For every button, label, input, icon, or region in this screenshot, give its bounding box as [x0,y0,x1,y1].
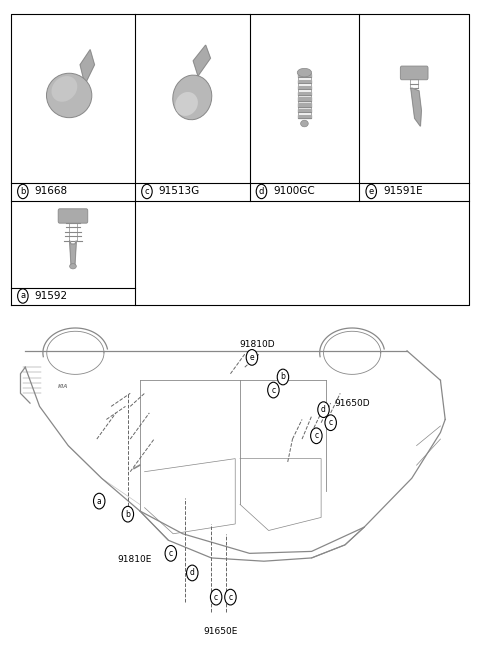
Text: c: c [314,431,318,440]
Text: a: a [20,291,25,300]
Polygon shape [70,241,76,265]
Text: b: b [20,187,25,196]
Circle shape [94,493,105,509]
Text: c: c [144,187,149,196]
Text: d: d [321,405,326,414]
Text: c: c [329,419,333,427]
Circle shape [142,184,152,199]
Circle shape [311,428,322,443]
Text: 91668: 91668 [35,186,68,197]
Ellipse shape [70,264,76,269]
Text: b: b [125,510,130,519]
Text: e: e [369,187,374,196]
Text: c: c [214,592,218,602]
Polygon shape [80,50,95,85]
Circle shape [277,369,288,385]
Ellipse shape [173,75,212,119]
Text: d: d [259,187,264,196]
Circle shape [18,184,28,199]
Circle shape [246,350,258,365]
Circle shape [256,184,267,199]
Text: 91810D: 91810D [239,340,275,349]
Circle shape [187,565,198,581]
Polygon shape [411,89,421,126]
Text: c: c [228,592,232,602]
Circle shape [366,184,376,199]
Text: e: e [250,353,254,362]
Text: KIA: KIA [58,384,69,389]
Polygon shape [298,115,311,118]
Ellipse shape [300,120,308,127]
Circle shape [210,589,222,605]
Circle shape [268,382,279,398]
Text: 91591E: 91591E [383,186,423,197]
Ellipse shape [51,76,77,102]
Circle shape [165,546,177,561]
Ellipse shape [297,68,312,77]
Text: 91592: 91592 [35,291,68,301]
FancyBboxPatch shape [58,209,88,223]
Polygon shape [298,97,311,100]
Text: c: c [169,549,173,558]
FancyBboxPatch shape [400,66,428,80]
Text: c: c [271,386,276,394]
Text: 91513G: 91513G [159,186,200,197]
Polygon shape [193,45,210,76]
Circle shape [325,415,336,430]
Text: 91810E: 91810E [118,556,152,564]
Polygon shape [298,80,311,83]
Polygon shape [298,109,311,112]
Text: 91650D: 91650D [335,399,370,407]
Circle shape [318,402,329,417]
Polygon shape [298,74,311,77]
Text: 91650E: 91650E [204,627,238,636]
Ellipse shape [175,92,198,116]
Text: b: b [280,373,286,382]
Ellipse shape [47,73,92,117]
Polygon shape [298,103,311,106]
Text: 9100GC: 9100GC [274,186,315,197]
Polygon shape [298,86,311,89]
Circle shape [18,289,28,303]
Circle shape [225,589,236,605]
Text: d: d [190,569,195,577]
Circle shape [122,506,133,522]
Polygon shape [298,92,311,95]
Text: a: a [97,497,102,506]
